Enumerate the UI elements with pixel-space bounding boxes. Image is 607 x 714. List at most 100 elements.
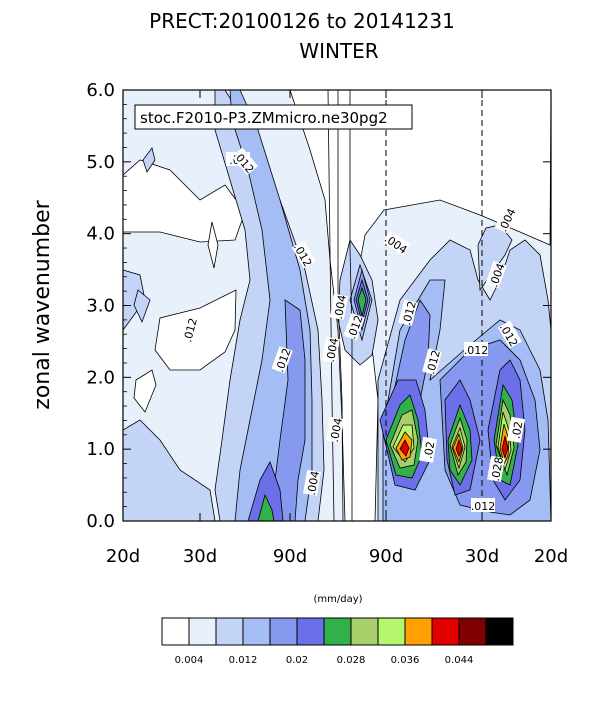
contour-label: .012 [179, 316, 200, 344]
contour-peak-region [399, 439, 410, 457]
x-tick-label: 30d [465, 546, 499, 567]
y-tick-label: 2.0 [86, 367, 115, 388]
contour-label: .004 [303, 469, 322, 496]
contour-label: .028 [487, 455, 506, 482]
y-axis-label: zonal wavenumber [30, 199, 55, 409]
contour-label-bg [494, 205, 518, 234]
contour-label-text: .004 [324, 337, 341, 363]
y-tick-label: 0.0 [86, 511, 115, 532]
contour-low-region [207, 221, 219, 269]
annotation-box [134, 104, 413, 130]
contour-label-text: .012 [471, 500, 496, 513]
colorbar-swatch [458, 617, 487, 646]
contour-label-text: .012 [464, 344, 489, 357]
contour-label: .012 [464, 342, 489, 357]
contour-low-region [133, 369, 157, 413]
contour-label-text: .012 [181, 317, 200, 344]
colorbar-swatch [296, 617, 325, 646]
contour-medium-region [133, 289, 151, 324]
contour-label-bg [422, 348, 442, 376]
contour-label-bg [485, 260, 507, 289]
y-axis: 0.0 1.0 2.0 3.0 4.0 5.0 6.0 [86, 80, 551, 532]
colorbar-swatch [323, 617, 352, 646]
x-axis: 20d 30d 90d 90d 30d 20d [106, 90, 568, 567]
contour-label-text: .012 [424, 349, 443, 376]
contour-label: .02 [419, 436, 438, 463]
contour-label: .004 [330, 293, 349, 320]
x-tick-label: 20d [106, 546, 140, 567]
contour-label-bg [398, 299, 418, 327]
colorbar-tick-label: 0.004 [175, 655, 204, 666]
contour-label: .012 [471, 498, 496, 513]
contour-lines [327, 89, 353, 522]
contour-label: .004 [326, 416, 345, 443]
contour-medium-region [142, 147, 156, 173]
colorbar-tick-label: 0.012 [229, 655, 258, 666]
contour-label-text: .004 [328, 417, 345, 443]
contour-line [349, 90, 353, 521]
y-tick-label: 5.0 [86, 152, 115, 173]
contour-label: .012 [422, 348, 443, 376]
contour-label: .02 [507, 416, 526, 443]
contour-label-bg [487, 455, 505, 482]
contour-label-bg [419, 436, 437, 463]
colorbar-swatch [431, 617, 460, 646]
contour-label: .004 [322, 336, 341, 363]
contour-label-text: .004 [332, 294, 349, 320]
contour-label-bg [343, 312, 365, 341]
annotation-text: stoc.F2010-P3.ZMmicro.ne30pg2 [140, 109, 388, 127]
colorbar: 0.004 0.012 0.02 0.028 0.036 0.044 [161, 617, 514, 666]
colorbar-tick-label: 0.044 [445, 655, 474, 666]
filled-contours [122, 89, 552, 522]
colorbar-swatch [350, 617, 379, 646]
colorbar-tick-label: 0.028 [337, 655, 366, 666]
contour-label-text: .02 [510, 420, 526, 439]
contour-label-bg [291, 240, 316, 269]
contour-label-bg [322, 336, 340, 363]
contour-label-bg [471, 498, 495, 512]
colorbar-swatch [377, 617, 406, 646]
contour-label-bg [382, 230, 411, 256]
contour-label-bg [231, 147, 258, 176]
contour-line [337, 90, 344, 522]
x-tick-label: 90d [273, 546, 307, 567]
contour-label-text: .028 [489, 456, 506, 482]
x-tick-label: 30d [183, 546, 217, 567]
contour-peak-region [501, 435, 509, 460]
chart-subtitle: WINTER [299, 39, 378, 63]
contour-label-bg [497, 320, 522, 349]
x-tick-label: 20d [534, 546, 568, 567]
contour-line [327, 89, 335, 522]
contour-label-bg [507, 416, 525, 443]
x-tick-label: 90d [369, 546, 403, 567]
y-tick-label: 3.0 [86, 296, 115, 317]
contour-peak-region [357, 286, 367, 317]
contour-label-bg [303, 469, 321, 496]
contour-low-region [122, 159, 246, 243]
colorbar-swatch [269, 617, 298, 646]
contour-label: .012 [398, 299, 419, 327]
colorbar-units: (mm/day) [313, 594, 362, 605]
colorbar-swatch [242, 617, 271, 646]
contour-label-bg [330, 293, 348, 320]
y-tick-label: 4.0 [86, 224, 115, 245]
contour-label-bg [464, 342, 488, 356]
contour-label-text: .004 [305, 470, 322, 496]
chart-title: PRECT:20100126 to 20141231 [149, 9, 455, 33]
y-tick-label: 1.0 [86, 439, 115, 460]
contour-label-bg [179, 316, 199, 344]
run-annotation: stoc.F2010-P3.ZMmicro.ne30pg2 [134, 104, 413, 130]
contour-peak-region [455, 438, 463, 458]
colorbar-swatch [188, 617, 217, 646]
contour-high-region [269, 299, 306, 522]
plot-area: .012.012.012.004.012.004.004.004.004.012… [122, 89, 552, 522]
colorbar-swatch [485, 617, 514, 646]
contour-label-bg [271, 345, 293, 374]
contour-label-text: .012 [400, 300, 419, 327]
contour-label-text: .02 [422, 440, 438, 459]
y-tick-label: 6.0 [86, 80, 115, 101]
colorbar-swatch [161, 617, 190, 646]
contour-label-bg [326, 416, 344, 443]
colorbar-swatch [215, 617, 244, 646]
